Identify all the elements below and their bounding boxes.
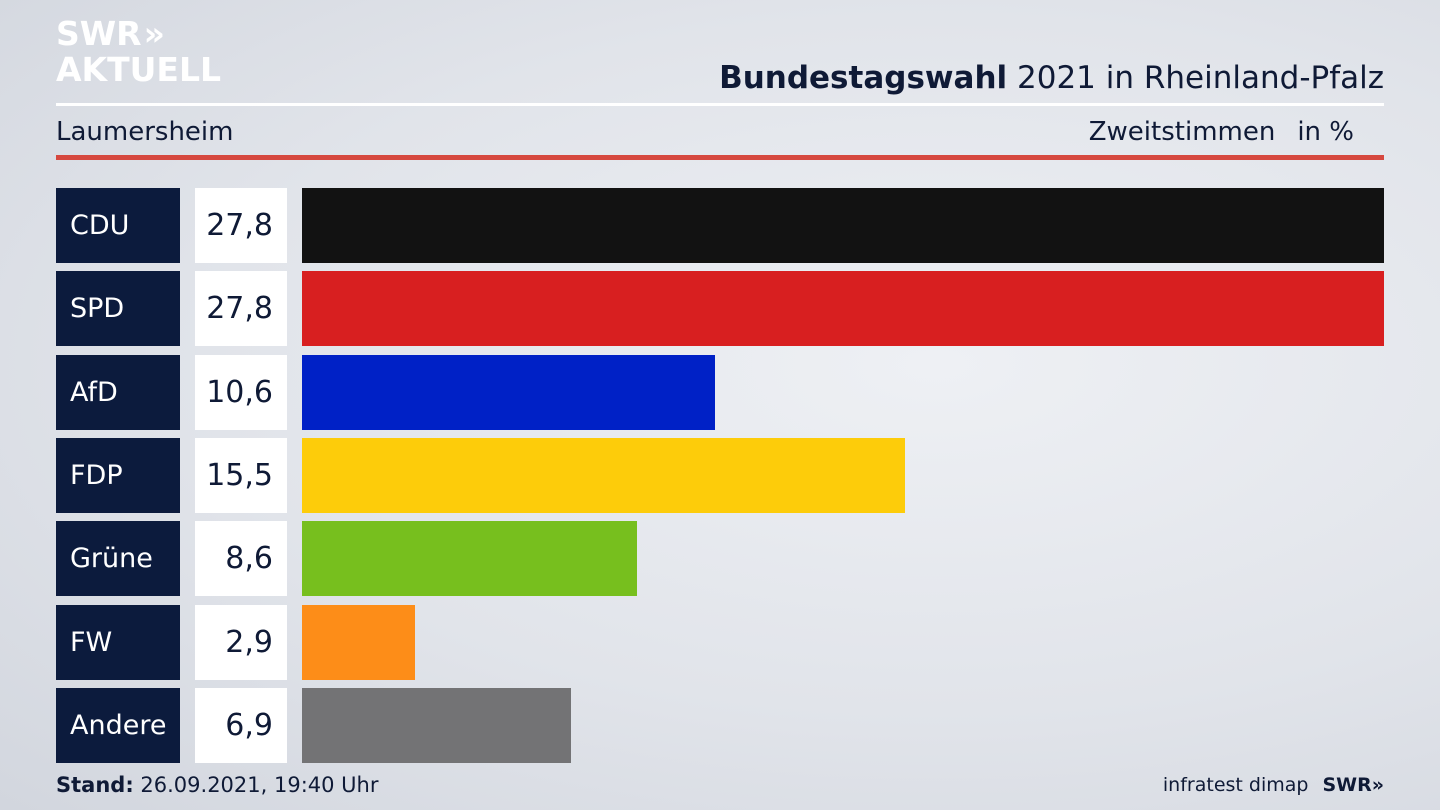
footer-swr-logo: SWR» [1322,774,1384,796]
party-label: AfD [56,354,180,430]
region-name: Laumersheim [56,117,234,147]
stand-label: Stand: [56,773,134,797]
source-credit: infratest dimap SWR» [1163,770,1384,800]
value-label: 15,5 [195,437,287,513]
bar [302,354,715,430]
page-title: Bundestagswahl 2021 in Rheinland-Pfalz [719,56,1384,100]
value-label: 27,8 [195,188,287,263]
bar-row: CDU 27,8 [56,188,1384,263]
bar-row: SPD 27,8 [56,271,1384,347]
value-label: 27,8 [195,271,287,347]
source-label: infratest dimap [1162,774,1309,796]
party-label: FDP [56,437,180,513]
timestamp: Stand: 26.09.2021, 19:40 Uhr [56,770,379,800]
bar-row: FDP 15,5 [56,437,1384,513]
value-label: 6,9 [195,687,287,763]
bar [302,437,906,513]
value-label: 10,6 [195,354,287,430]
party-label: SPD [56,271,180,347]
accent-divider [56,155,1384,160]
logo-aktuell-text: AKTUELL [56,50,222,89]
bar [302,604,415,680]
stand-value: 26.09.2021, 19:40 Uhr [133,773,379,797]
bar-row: Andere 6,9 [56,687,1384,763]
party-label: CDU [56,188,180,263]
bar [302,521,637,597]
value-label: 8,6 [195,521,287,597]
bar-row: FW 2,9 [56,604,1384,680]
measure-label: Zweitstimmen in % [1089,114,1354,150]
unit-label: in % [1297,117,1354,147]
bar-row: Grüne 8,6 [56,521,1384,597]
title-bold: Bundestagswahl [719,60,1008,96]
swr-aktuell-logo: SWR » AKTUELL [56,16,221,88]
party-label: FW [56,604,180,680]
party-label: Grüne [56,521,180,597]
bar [302,687,571,763]
header-divider [56,103,1384,106]
value-label: 2,9 [195,604,287,680]
vote-type: Zweitstimmen [1088,117,1276,147]
bar-row: AfD 10,6 [56,354,1384,430]
party-label: Andere [56,687,180,763]
logo-swr-text: SWR [56,14,142,53]
bar [302,271,1384,347]
bar [302,188,1384,263]
logo-chevron-icon: » [143,14,165,53]
title-rest: 2021 in Rheinland-Pfalz [1007,60,1384,96]
